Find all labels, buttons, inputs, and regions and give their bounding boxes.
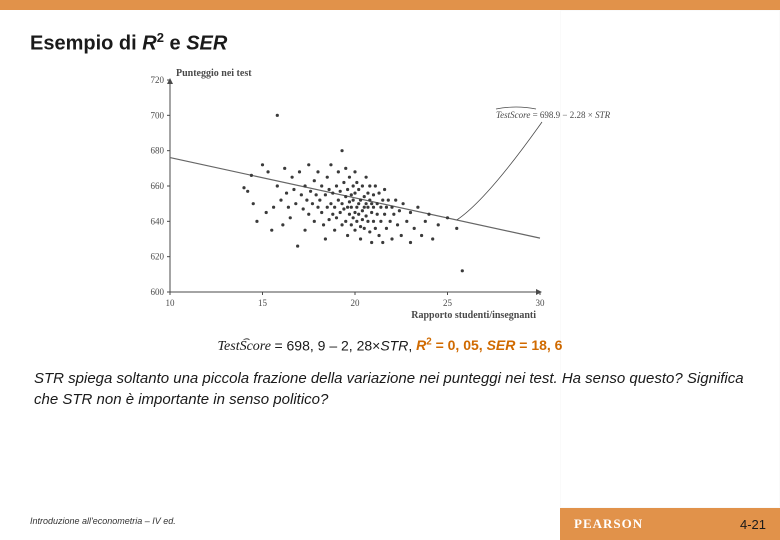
title-prefix: Esempio di	[30, 33, 142, 55]
eq-testscore: ⌢ TestScore	[218, 339, 275, 354]
header-bar	[0, 0, 780, 10]
eq-highlight: R2 = 0, 05, SER = 18, 6	[416, 337, 562, 353]
eq-str: STR	[380, 337, 408, 353]
footer: Introduzione all'econometria – IV ed. PE…	[0, 508, 780, 540]
footer-bar: PEARSON 4-21	[560, 508, 780, 540]
scatter-chart: 600 620 640 660 680 700 720 10 15 20 25 30 Punteggio…	[120, 62, 660, 327]
svg-text:20: 20	[351, 298, 361, 308]
svg-text:620: 620	[151, 251, 165, 261]
brand-logo: PEARSON	[574, 516, 643, 532]
svg-text:680: 680	[151, 145, 165, 155]
svg-text:640: 640	[151, 216, 165, 226]
explanation-text: STR spiega soltanto una piccola frazione…	[30, 369, 750, 410]
title-sup: 2	[157, 30, 164, 45]
slide-title: Esempio di R2 e SER	[30, 30, 750, 56]
svg-text:TestScore = 698.9 − 2.28 × STR: TestScore = 698.9 − 2.28 × STR	[496, 110, 611, 120]
slide-content: Esempio di R2 e SER 600 620 640 660 680 700 72…	[0, 10, 780, 410]
svg-text:700: 700	[151, 110, 165, 120]
svg-text:Rapporto studenti/insegnanti: Rapporto studenti/insegnanti	[411, 310, 536, 321]
svg-text:Punteggio nei test: Punteggio nei test	[176, 68, 252, 79]
svg-text:660: 660	[151, 181, 165, 191]
svg-text:30: 30	[536, 298, 546, 308]
hat-icon: ⌢	[242, 333, 249, 346]
page-number: 4-21	[740, 517, 766, 532]
eq-coef: = 698, 9 – 2, 28×	[274, 337, 380, 353]
regression-equation: ⌢ TestScore = 698, 9 – 2, 28×STR, R2 = 0…	[30, 337, 750, 356]
svg-text:600: 600	[151, 287, 165, 297]
chart-svg: 600 620 640 660 680 700 720 10 15 20 25 30 Punteggio…	[120, 62, 660, 322]
title-ser: SER	[186, 33, 227, 55]
svg-text:720: 720	[151, 75, 165, 85]
footer-citation: Introduzione all'econometria – IV ed.	[30, 516, 176, 526]
title-mid: e	[164, 33, 186, 55]
svg-text:25: 25	[443, 298, 453, 308]
svg-text:10: 10	[166, 298, 176, 308]
eq-comma: ,	[408, 337, 416, 353]
title-r: R	[142, 33, 156, 55]
svg-text:15: 15	[258, 298, 268, 308]
